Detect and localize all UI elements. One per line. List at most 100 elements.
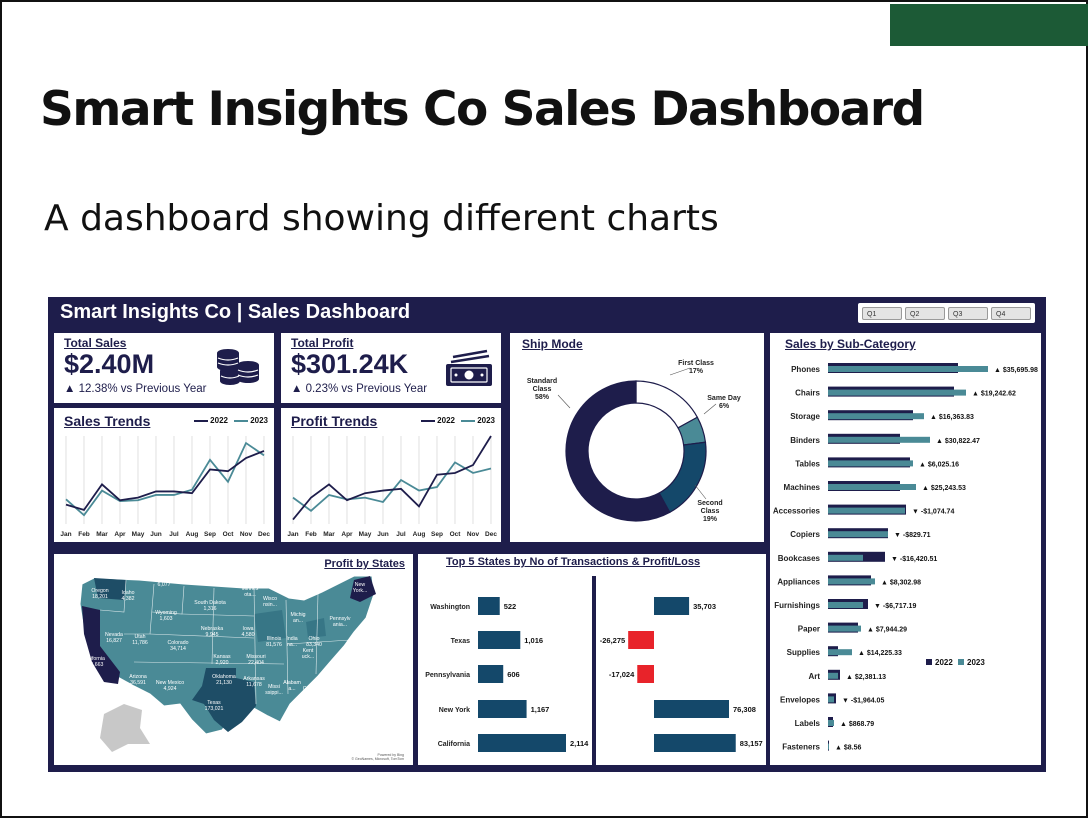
subcategory-diff: ▲ $7,944.29 bbox=[867, 627, 907, 634]
state-label: Nevada 16,827 bbox=[105, 632, 123, 644]
subcategory-diff: ▼ -$6,717.19 bbox=[874, 603, 916, 610]
total-profit-card: Total Profit $301.24K ▲ 0.23% vs Previou… bbox=[281, 333, 501, 403]
subcategory-diff: ▼ -$829.71 bbox=[894, 532, 931, 539]
total-sales-value: $2.40M bbox=[64, 349, 155, 379]
profit-value: 83,157 bbox=[740, 739, 763, 748]
sales-trends-chart: Jan Feb Mar Apr May Jun Jul Aug Sep Oct Nov Dec bbox=[60, 436, 270, 538]
sales-trends-legend: 2022 2023 bbox=[190, 416, 268, 425]
subcategory-bar-2023 bbox=[828, 625, 861, 632]
state-label: North Car... bbox=[340, 660, 353, 672]
state-label: California 494,663 bbox=[83, 656, 105, 668]
state-label: New Mexico 4,924 bbox=[156, 680, 184, 692]
state-label: Colorado 34,714 bbox=[167, 640, 188, 652]
profit-bar bbox=[637, 665, 654, 683]
state-label: Michig an... bbox=[291, 612, 306, 624]
legend-2022-swatch bbox=[926, 659, 932, 665]
subcategory-bar-2023 bbox=[828, 413, 924, 420]
legend-2023-swatch bbox=[958, 659, 964, 665]
top5-state-label: New York bbox=[439, 707, 470, 714]
state-label: Missi ssippi... bbox=[265, 684, 283, 696]
ship-mode-title: Ship Mode bbox=[522, 337, 583, 351]
x-tick-label: Jan bbox=[287, 531, 298, 538]
alaska-shape bbox=[100, 704, 150, 752]
filter-q1-button[interactable]: Q1 bbox=[862, 307, 902, 320]
subcategory-diff: ▲ $8,302.98 bbox=[881, 579, 921, 586]
transactions-bar bbox=[478, 734, 566, 752]
top5-title: Top 5 States by No of Transactions & Pro… bbox=[446, 556, 701, 568]
coins-icon bbox=[217, 349, 259, 385]
state-label: Minnes ota... bbox=[242, 586, 259, 598]
profit-value: 76,308 bbox=[733, 705, 756, 714]
subcategory-diff: ▼ -$1,964.05 bbox=[842, 697, 884, 704]
donut-leader-line bbox=[557, 394, 571, 409]
subcategory-bar-2023 bbox=[828, 578, 875, 585]
legend-2023-swatch bbox=[234, 419, 249, 422]
transactions-value: 1,016 bbox=[524, 636, 543, 645]
filter-q3-button[interactable]: Q3 bbox=[948, 307, 988, 320]
state-label: Missouri 22,404 bbox=[246, 654, 265, 666]
legend-2022-swatch bbox=[194, 419, 209, 422]
sales-trends-card: Sales Trends 2022 2023 Jan Feb Mar Apr May Ju… bbox=[54, 408, 274, 542]
series-line-2022 bbox=[65, 450, 265, 511]
filter-q2-button[interactable]: Q2 bbox=[905, 307, 945, 320]
state-label: Iowa 4,580 bbox=[242, 626, 255, 638]
subcategory-diff: ▲ $2,381.13 bbox=[846, 674, 886, 681]
subcategory-bar-2023 bbox=[828, 649, 852, 656]
subcategory-label: Copiers bbox=[790, 530, 820, 539]
state-label: Nebraska 9,945 bbox=[201, 626, 223, 638]
total-profit-title: Total Profit bbox=[291, 336, 354, 350]
subcategory-diff: ▲ $8.56 bbox=[835, 745, 861, 752]
subcategory-bar-2023 bbox=[828, 672, 838, 679]
x-tick-label: Dec bbox=[485, 531, 497, 538]
profit-bar bbox=[654, 597, 690, 615]
state-label: Texas 173,021 bbox=[205, 700, 224, 712]
ship-mode-donut: First Class 17% Same Day 6% Second Class 19% St… bbox=[527, 360, 741, 523]
profit-trends-card: Profit Trends 2022 2023 Jan Feb Mar Apr May J… bbox=[281, 408, 501, 542]
x-tick-label: Jun bbox=[377, 531, 389, 538]
subcategory-label: Phones bbox=[791, 365, 820, 374]
state-label: South Dakota 1,316 bbox=[194, 600, 226, 612]
california-shape bbox=[82, 606, 120, 684]
subcategory-bar-2023 bbox=[828, 484, 916, 490]
state-label: Arkansas 11,678 bbox=[243, 676, 265, 688]
transactions-value: 522 bbox=[504, 602, 517, 611]
subcategory-label: Envelopes bbox=[780, 695, 821, 704]
top5-card: Top 5 States by No of Transactions & Pro… bbox=[418, 554, 766, 765]
profit-value: -17,024 bbox=[609, 670, 635, 679]
total-profit-value: $301.24K bbox=[291, 349, 409, 379]
subcategory-bar-2023 bbox=[828, 436, 930, 443]
texas-shape bbox=[192, 668, 256, 732]
subcategory-bar-2023 bbox=[828, 507, 905, 514]
x-tick-label: May bbox=[359, 531, 372, 538]
subcategory-label: Paper bbox=[798, 625, 820, 634]
profit-bar bbox=[628, 631, 654, 649]
us-map[interactable]: Washington on... Oregon 18,201 Idaho 4,382 Mon… bbox=[54, 554, 413, 765]
donut-slice bbox=[565, 380, 671, 522]
subcategory-diff: ▲ $30,822.47 bbox=[936, 438, 980, 445]
legend-2023-label: 2023 bbox=[250, 416, 268, 425]
subcategory-diff: ▲ $14,225.33 bbox=[858, 650, 902, 657]
total-profit-change: ▲ 0.23% vs Previous Year bbox=[291, 383, 428, 395]
state-label: Oklahoma 21,130 bbox=[212, 674, 236, 686]
transactions-value: 1,167 bbox=[531, 705, 550, 714]
x-tick-label: Sep bbox=[431, 531, 443, 538]
state-label: India na... bbox=[286, 636, 297, 648]
subcategory-diff: ▲ $6,025.16 bbox=[919, 461, 959, 468]
x-tick-label: Mar bbox=[323, 531, 335, 538]
subcategory-diff: ▲ $16,363.83 bbox=[930, 414, 974, 421]
subcategory-label: Binders bbox=[790, 436, 820, 445]
state-label: Wisco nsin... bbox=[263, 596, 277, 608]
subcategory-bar-2023 bbox=[828, 554, 863, 561]
x-tick-label: Mar bbox=[96, 531, 108, 538]
filter-q4-button[interactable]: Q4 bbox=[991, 307, 1031, 320]
accent-bar bbox=[890, 4, 1088, 46]
subcategory-label: Bookcases bbox=[778, 554, 821, 563]
state-label: Alabam a... bbox=[283, 680, 301, 692]
subcategory-title: Sales by Sub-Category bbox=[785, 337, 916, 351]
slide-title: Smart Insights Co Sales Dashboard bbox=[40, 82, 925, 137]
transactions-bar bbox=[478, 700, 527, 718]
newyork-shape bbox=[350, 576, 376, 602]
top5-divider bbox=[592, 576, 596, 765]
subcategory-bar-2023 bbox=[828, 720, 834, 726]
sales-trends-title: Sales Trends bbox=[64, 413, 151, 429]
